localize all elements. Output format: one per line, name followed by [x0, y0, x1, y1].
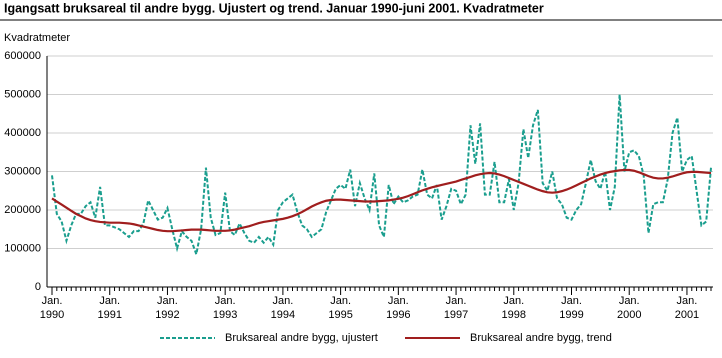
x-tick-label: Jan. 1996: [386, 295, 410, 321]
y-tick-label: 200000: [4, 204, 41, 216]
y-tick-label: 600000: [4, 50, 41, 62]
y-tick-label: 400000: [4, 127, 41, 139]
x-tick-label: Jan. 1997: [444, 295, 468, 321]
y-tick-label: 500000: [4, 88, 41, 100]
legend-label: Bruksareal andre bygg, ujustert: [225, 332, 378, 344]
chart-title: Igangsatt bruksareal til andre bygg. Uju…: [4, 1, 544, 15]
y-tick-label: 300000: [4, 165, 41, 177]
x-tick-label: Jan. 1991: [97, 295, 121, 321]
x-tick-label: Jan. 1995: [328, 295, 352, 321]
x-tick-label: Jan. 2001: [675, 295, 699, 321]
x-tick-label: Jan. 1999: [559, 295, 583, 321]
y-tick-label: 100000: [4, 242, 41, 254]
x-tick-label: Jan. 1990: [40, 295, 64, 321]
y-axis-label: Kvadratmeter: [4, 32, 70, 44]
y-tick-label: 0: [35, 281, 41, 293]
x-tick-label: Jan. 2000: [617, 295, 641, 321]
series-line: [51, 168, 712, 233]
legend-label: Bruksareal andre bygg, trend: [470, 332, 612, 344]
series-line: [51, 94, 712, 259]
x-tick-label: Jan. 1994: [271, 295, 295, 321]
x-tick-label: Jan. 1992: [155, 295, 179, 321]
x-tick-label: Jan. 1993: [213, 295, 237, 321]
x-tick-label: Jan. 1998: [502, 295, 526, 321]
